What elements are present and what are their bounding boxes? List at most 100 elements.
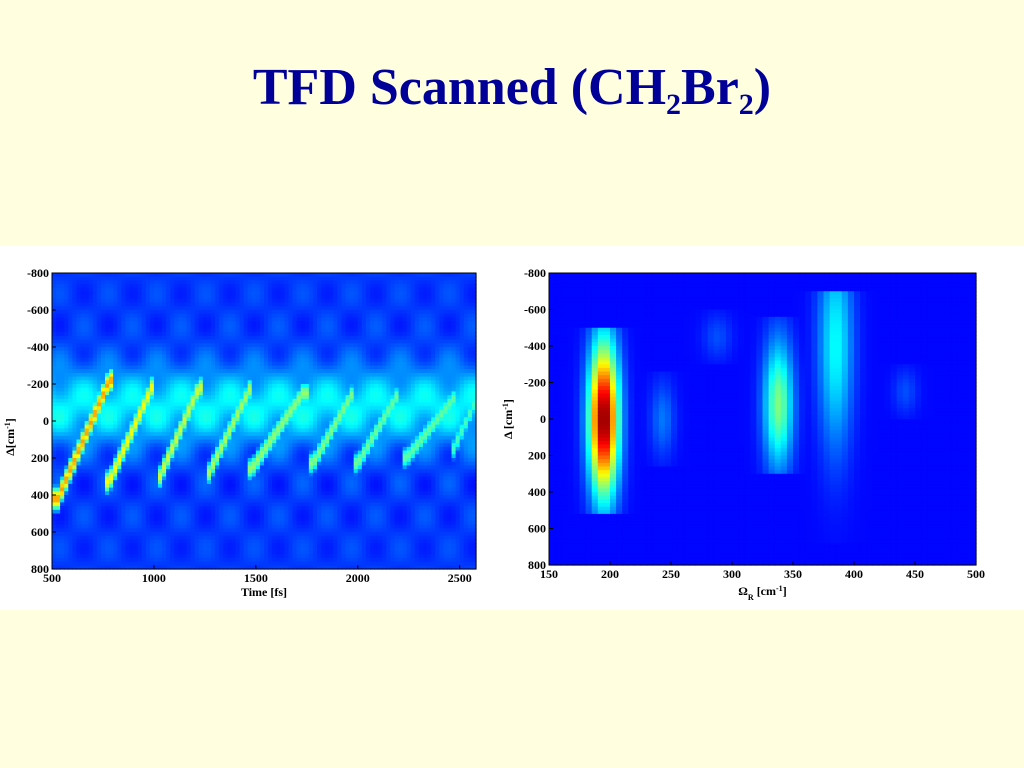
heatmap-cell [52,310,57,315]
heatmap-cell [153,443,159,448]
heatmap-cell [149,406,155,411]
heatmap-cell [125,306,131,311]
heatmap-cell [227,450,232,455]
heatmap-cell [223,480,228,485]
heatmap-cell [280,310,285,315]
heatmap-cell [272,387,277,392]
heatmap-cell [141,528,147,533]
heatmap-cell [158,365,163,370]
heatmap-cell [141,324,147,330]
heatmap-cell [60,458,65,463]
heatmap-cell [137,565,143,570]
heatmap-cell [219,428,224,433]
heatmap-cell [264,369,269,374]
heatmap-cell [113,395,118,400]
heatmap-cell [198,520,204,526]
heatmap-cell [109,439,114,444]
heatmap-cell [129,380,135,385]
heatmap-cell [235,513,241,518]
heatmap-cell [92,446,98,452]
heatmap-cell [92,365,98,370]
heatmap-cell [133,524,139,529]
heatmap-cell [92,284,98,289]
heatmap-cell [292,491,298,496]
heatmap-cell [137,421,143,426]
heatmap-cell [166,295,171,300]
heatmap-cell [239,469,245,474]
heatmap-cell [194,376,200,381]
heatmap-cell [268,406,273,411]
heatmap-cell [68,413,73,418]
heatmap-cell [145,409,151,415]
heatmap-cell [247,421,253,426]
heatmap-cell [166,483,171,489]
heatmap-cell [64,280,69,285]
heatmap-cell [280,550,285,555]
heatmap-cell [268,491,273,496]
heatmap-cell [296,487,302,492]
heatmap-cell [105,557,110,563]
heatmap-cell [300,498,306,503]
heatmap-cell [121,354,126,359]
heatmap-cell [272,469,277,474]
heatmap-cell [304,332,310,337]
heatmap-cell [292,273,298,278]
heatmap-cell [52,483,57,489]
heatmap-cell [231,543,237,548]
heatmap-cell [198,335,204,341]
heatmap-cell [264,335,269,341]
heatmap-cell [219,298,224,304]
heatmap-cell [145,517,151,522]
heatmap-cell [268,276,273,281]
heatmap-cell [162,398,167,404]
heatmap-cell [190,476,196,481]
heatmap-cell [211,358,216,363]
heatmap-cell [235,324,241,330]
heatmap-cell [96,354,102,359]
heatmap-cell [121,424,126,429]
heatmap-cell [145,365,151,370]
heatmap-cell [72,428,78,433]
heatmap-cell [186,535,192,540]
heatmap-cell [166,472,171,478]
heatmap-cell [227,391,232,396]
heatmap-cell [129,313,135,318]
heatmap-cell [109,391,114,396]
heatmap-cell [182,439,188,444]
heatmap-cell [129,335,135,341]
heatmap-cell [272,502,277,507]
heatmap-cell [56,491,61,496]
heatmap-cell [137,509,143,515]
heatmap-cell [84,557,90,563]
heatmap-cell [239,361,245,367]
heatmap-cell [198,350,204,355]
heatmap-cell [227,476,232,481]
heatmap-cell [288,295,294,300]
heatmap-cell [239,480,245,485]
heatmap-cell [125,358,131,363]
heatmap-cell [113,409,118,415]
heatmap-cell [235,506,241,511]
heatmap-cell [174,554,179,559]
heatmap-cell [162,539,167,544]
heatmap-cell [80,513,86,518]
heatmap-cell [300,495,306,500]
heatmap-cell [284,321,290,326]
heatmap-cell [288,483,294,489]
heatmap-cell [304,280,310,285]
heatmap-cell [215,465,220,470]
heatmap-cell [292,557,298,563]
heatmap-cell [276,458,281,463]
heatmap-cell [264,310,269,315]
heatmap-cell [117,358,122,363]
heatmap-cell [105,365,110,370]
heatmap-cell [84,365,90,370]
heatmap-cell [243,328,249,333]
heatmap-cell [133,276,139,281]
heatmap-cell [231,413,237,418]
heatmap-cell [276,546,281,552]
heatmap-cell [52,498,57,503]
heatmap-cell [56,332,61,337]
heatmap-cell [145,480,151,485]
heatmap-cell [223,432,228,437]
